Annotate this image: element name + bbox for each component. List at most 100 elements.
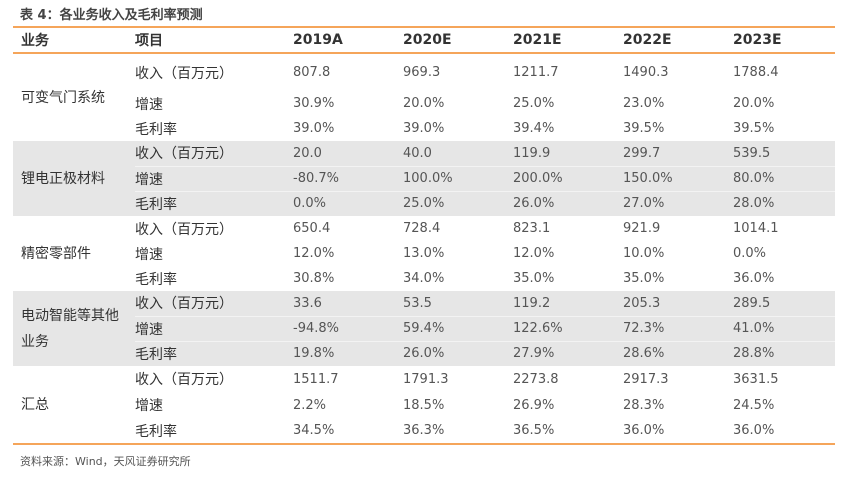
table-row: 毛利率 34.5% 36.3% 36.5% 36.0% 36.0% <box>13 418 835 444</box>
value-cell: 26.0% <box>513 190 623 216</box>
value-cell: 39.5% <box>623 121 665 136</box>
value-cell: 36.0% <box>733 423 775 438</box>
value-cell: 12.0% <box>513 246 555 261</box>
value-cell: 3631.5 <box>733 371 779 387</box>
business-name: 电动智能等其他业务 <box>13 291 135 366</box>
value-cell: 26.9% <box>513 397 555 413</box>
value-cell: 20.0% <box>403 96 445 111</box>
value-cell: 119.9 <box>513 141 623 166</box>
table-row: 增速 2.2% 18.5% 26.9% 28.3% 24.5% <box>13 392 835 418</box>
value-cell: 36.0% <box>623 423 665 438</box>
header-row: 业务 项目 2019A 2020E 2021E 2022E 2023E <box>13 27 835 53</box>
value-cell: 119.2 <box>513 291 623 316</box>
table-row: 增速 30.9% 20.0% 25.0% 23.0% 20.0% <box>13 91 835 116</box>
item-label: 收入（百万元） <box>135 221 233 238</box>
value-cell: 34.0% <box>403 271 445 286</box>
group-2: 精密零部件 收入（百万元） 650.4 728.4 823.1 921.9 1014.1 增速… <box>13 216 835 291</box>
value-cell: 35.0% <box>623 271 665 286</box>
value-cell: 1791.3 <box>403 371 449 387</box>
value-cell: 969.3 <box>403 65 441 80</box>
item-label: 收入（百万元） <box>135 65 233 82</box>
table-row: 电动智能等其他业务 收入（百万元） 33.6 53.5 119.2 205.3 289.5 <box>13 291 835 366</box>
value-cell: 13.0% <box>403 246 445 261</box>
item-label: 收入（百万元） <box>135 372 233 388</box>
value-cell: 289.5 <box>733 291 835 316</box>
value-cell: 0.0% <box>293 190 403 216</box>
value-cell: 1490.3 <box>623 65 669 80</box>
value-cell: -80.7% <box>293 165 403 191</box>
value-cell: 200.0% <box>513 165 623 191</box>
value-cell: -94.8% <box>293 315 403 341</box>
value-cell: 39.0% <box>293 121 335 136</box>
table-row: 毛利率 0.0% 25.0% 26.0% 27.0% 28.0% <box>13 190 835 216</box>
value-cell: 122.6% <box>513 315 623 341</box>
value-cell: 2917.3 <box>623 371 669 387</box>
value-cell: 18.5% <box>403 397 445 413</box>
value-cell: 20.0 <box>293 141 403 166</box>
value-cell: 30.9% <box>293 96 335 111</box>
item-label: 毛利率 <box>135 271 177 288</box>
item-label: 毛利率 <box>135 423 177 440</box>
header-2023e: 2023E <box>733 32 782 48</box>
value-cell: 39.4% <box>513 121 555 136</box>
value-cell: 19.8% <box>293 340 403 366</box>
value-cell: 26.0% <box>403 340 513 366</box>
value-cell: 35.0% <box>513 271 555 286</box>
value-cell: 34.5% <box>293 423 335 438</box>
table-title: 表 4：各业务收入及毛利率预测 <box>20 8 203 23</box>
header-business: 业务 <box>21 33 49 49</box>
value-cell: 1014.1 <box>733 221 779 236</box>
business-name: 可变气门系统 <box>21 89 105 106</box>
value-cell: 24.5% <box>733 397 775 413</box>
value-cell: 40.0 <box>403 141 513 166</box>
value-cell: 28.6% <box>623 340 733 366</box>
header-2022e: 2022E <box>623 32 672 48</box>
table-row: 毛利率 39.0% 39.0% 39.4% 39.5% 39.5% <box>13 116 835 141</box>
value-cell: 1211.7 <box>513 65 559 80</box>
table-row: 汇总 收入（百万元） 1511.7 1791.3 2273.8 2917.3 3631.5 <box>13 366 835 413</box>
item-label: 收入（百万元） <box>135 141 293 166</box>
item-label: 增速 <box>135 165 293 191</box>
table-row: 锂电正极材料 收入（百万元） 20.0 40.0 119.9 299.7 539.5 <box>13 141 835 216</box>
value-cell: 72.3% <box>623 315 733 341</box>
value-cell: 100.0% <box>403 165 513 191</box>
source-note: 资料来源：Wind，天风证券研究所 <box>20 455 191 468</box>
value-cell: 539.5 <box>733 141 835 166</box>
value-cell: 25.0% <box>513 96 555 111</box>
value-cell: 10.0% <box>623 246 665 261</box>
value-cell: 23.0% <box>623 96 665 111</box>
item-label: 增速 <box>135 246 163 263</box>
header-2020e: 2020E <box>403 32 452 48</box>
value-cell: 28.3% <box>623 397 665 413</box>
value-cell: 59.4% <box>403 315 513 341</box>
item-label: 收入（百万元） <box>135 291 293 316</box>
value-cell: 2.2% <box>293 397 327 413</box>
value-cell: 1788.4 <box>733 65 779 80</box>
value-cell: 0.0% <box>733 246 767 261</box>
item-label: 增速 <box>135 398 163 414</box>
value-cell: 823.1 <box>513 221 551 236</box>
header-2019a: 2019A <box>293 32 343 48</box>
value-cell: 41.0% <box>733 315 835 341</box>
group-3: 电动智能等其他业务 收入（百万元） 33.6 53.5 119.2 205.3 289.5 增… <box>13 291 835 366</box>
value-cell: 39.5% <box>733 121 775 136</box>
header-item: 项目 <box>135 33 163 49</box>
value-cell: 53.5 <box>403 291 513 316</box>
value-cell: 20.0% <box>733 96 775 111</box>
header-2021e: 2021E <box>513 32 562 48</box>
value-cell: 728.4 <box>403 221 441 236</box>
value-cell: 36.0% <box>733 271 775 286</box>
group-1: 锂电正极材料 收入（百万元） 20.0 40.0 119.9 299.7 539.5 增速 -8… <box>13 141 835 216</box>
value-cell: 12.0% <box>293 246 335 261</box>
value-cell: 205.3 <box>623 291 733 316</box>
table-row: 可变气门系统 收入（百万元） 807.8 969.3 1211.7 1490.3 1788.… <box>13 53 835 106</box>
business-name: 锂电正极材料 <box>13 141 135 216</box>
value-cell: 28.8% <box>733 340 835 366</box>
value-cell: 2273.8 <box>513 371 559 387</box>
value-cell: 28.0% <box>733 190 835 216</box>
table-row: 增速 12.0% 13.0% 12.0% 10.0% 0.0% <box>13 241 835 266</box>
value-cell: 299.7 <box>623 141 733 166</box>
table-row: 精密零部件 收入（百万元） 650.4 728.4 823.1 921.9 1014.1 <box>13 216 835 262</box>
item-label: 毛利率 <box>135 340 293 366</box>
table-row: 毛利率 19.8% 26.0% 27.9% 28.6% 28.8% <box>13 340 835 366</box>
